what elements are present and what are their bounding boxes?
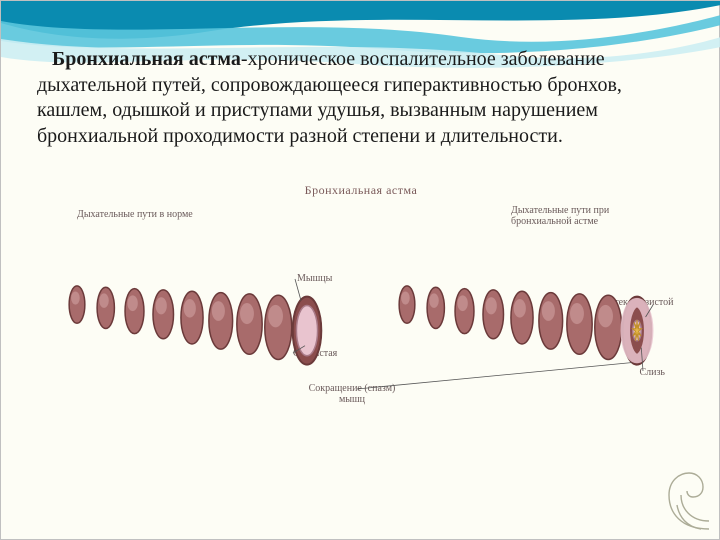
corner-swirl-icon xyxy=(641,461,711,531)
definition-paragraph: Бронхиальная астма-хроническое воспалите… xyxy=(37,47,683,149)
term-bold: Бронхиальная астма xyxy=(52,48,241,70)
bronchus-asthma xyxy=(37,183,685,423)
figure-area: Бронхиальная астма Дыхательные пути в но… xyxy=(37,183,685,433)
slide-content: Бронхиальная астма-хроническое воспалите… xyxy=(1,1,719,433)
